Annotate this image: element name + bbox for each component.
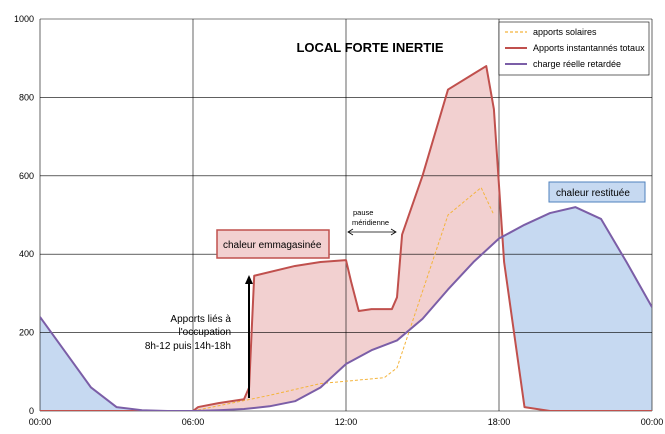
- y-tick-label-0: 0: [29, 406, 34, 416]
- y-tick-label-800: 800: [19, 92, 34, 102]
- x-tick-label-2: 12:00: [335, 417, 358, 427]
- restored-heat-area-0: [40, 316, 167, 411]
- pause-annotation: pause méridienne: [347, 208, 397, 236]
- stored-heat-label: chaleur emmagasinée: [223, 240, 322, 251]
- legend-item-totals: Apports instantannés totaux: [505, 43, 645, 53]
- series-line-1: [40, 65, 652, 411]
- occupation-annotation: Apports liés à l'occupation 8h-12 puis 1…: [145, 275, 253, 398]
- stored-heat-label-box: chaleur emmagasinée: [216, 229, 330, 259]
- x-tick-label-3: 18:00: [488, 417, 511, 427]
- series-line-0: [192, 187, 495, 411]
- x-tick-label-0: 00:00: [29, 417, 52, 427]
- y-tick-label-400: 400: [19, 249, 34, 259]
- legend: apports solaires Apports instantannés to…: [498, 21, 650, 76]
- legend-item-charge: charge réelle retardée: [505, 59, 621, 69]
- pause-label-line2: méridienne: [352, 218, 389, 227]
- x-tick-label-1: 06:00: [182, 417, 205, 427]
- occupation-label-line2: l'occupation: [179, 327, 232, 338]
- y-tick-label-600: 600: [19, 171, 34, 181]
- stored-heat-area-1: [166, 66, 502, 411]
- occupation-label-line1: Apports liés à: [170, 314, 231, 325]
- occupation-label-line3: 8h-12 puis 14h-18h: [145, 341, 231, 352]
- pause-label-line1: pause: [353, 208, 373, 217]
- restored-heat-label-box: chaleur restituée: [548, 181, 646, 203]
- restored-heat-label: chaleur restituée: [556, 188, 630, 199]
- y-tick-label-200: 200: [19, 328, 34, 338]
- series-line-2: [40, 206, 652, 411]
- x-tick-label-4: 00:00: [641, 417, 664, 427]
- y-tick-label-1000: 1000: [14, 14, 34, 24]
- restored-heat-area-2: [501, 207, 652, 411]
- legend-label-totals: Apports instantannés totaux: [533, 43, 645, 53]
- legend-item-solar: apports solaires: [505, 27, 597, 37]
- legend-label-charge: charge réelle retardée: [533, 59, 621, 69]
- chart-title: LOCAL FORTE INERTIE: [296, 40, 443, 55]
- legend-label-solar: apports solaires: [533, 27, 597, 37]
